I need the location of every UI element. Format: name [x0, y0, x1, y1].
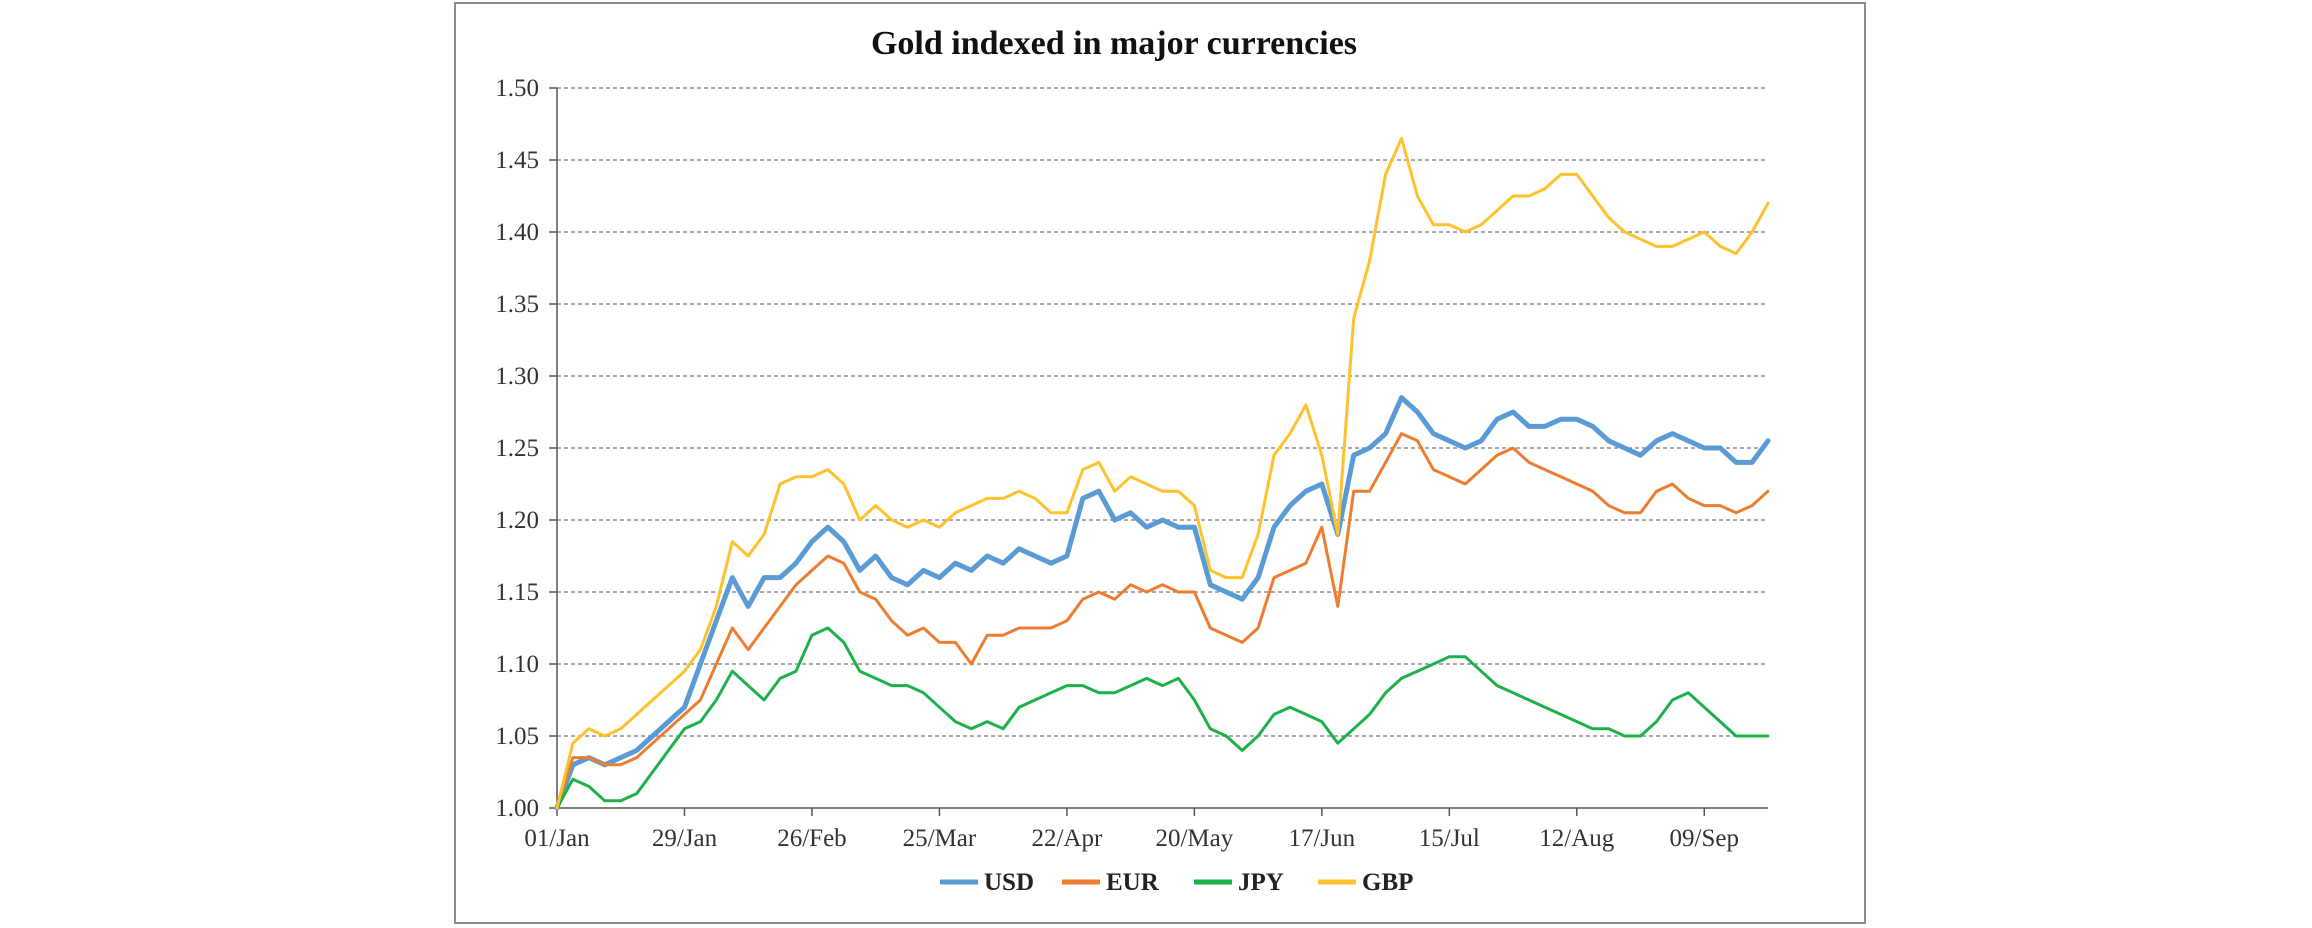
series-line-eur [555, 432, 1770, 810]
x-tick-label: 15/Jul [1419, 825, 1480, 852]
x-tick-label: 17/Jun [1288, 825, 1355, 852]
y-tick-label: 1.35 [495, 291, 539, 318]
x-tick-label: 09/Sep [1670, 825, 1739, 852]
chart-title: Gold indexed in major currencies [871, 25, 1357, 62]
y-tick-label: 1.25 [495, 435, 539, 462]
chart-frame: Gold indexed in major currencies 1.00 1.0… [454, 2, 1866, 924]
series-lines [554, 136, 1771, 811]
series-line-usd [554, 395, 1771, 811]
x-tick-label: 26/Feb [777, 825, 846, 852]
y-tick-label: 1.50 [495, 75, 539, 102]
y-tick-label: 1.20 [495, 507, 539, 534]
legend-label-usd: USD [984, 869, 1034, 896]
x-tick-label: 25/Mar [903, 825, 977, 852]
y-tick-label: 1.10 [495, 651, 539, 678]
series-line-jpy [555, 626, 1770, 810]
x-tick-label: 01/Jan [524, 825, 590, 852]
series-line-gbp [555, 136, 1770, 810]
legend-label-eur: EUR [1106, 869, 1160, 896]
x-axis-ticks: 01/Jan 29/Jan 26/Feb 25/Mar 22/Apr 20/May 17/J… [524, 808, 1739, 852]
legend: USD EUR JPY GBP [940, 869, 1413, 896]
y-tick-label: 1.05 [495, 723, 539, 750]
x-tick-label: 29/Jan [652, 825, 718, 852]
y-tick-label: 1.45 [495, 147, 539, 174]
legend-label-jpy: JPY [1238, 869, 1284, 896]
y-axis-ticks: 1.00 1.05 1.10 1.15 1.20 1.25 1.30 1.35 1.40 1.45… [495, 75, 557, 822]
x-tick-label: 22/Apr [1031, 825, 1103, 852]
x-tick-label: 12/Aug [1539, 825, 1615, 852]
y-tick-label: 1.00 [495, 795, 539, 822]
x-tick-label: 20/May [1155, 825, 1233, 852]
y-tick-label: 1.15 [495, 579, 539, 606]
y-tick-label: 1.40 [495, 219, 539, 246]
legend-label-gbp: GBP [1362, 869, 1413, 896]
chart-svg: Gold indexed in major currencies 1.001.0… [495, 25, 1771, 896]
y-tick-label: 1.30 [495, 363, 539, 390]
